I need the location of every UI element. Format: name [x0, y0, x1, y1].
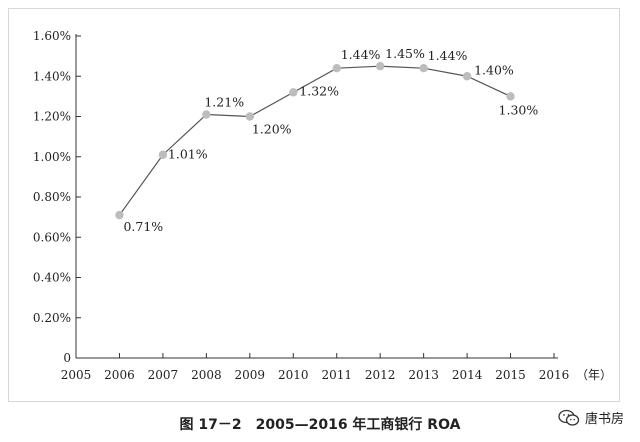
- x-tick-label: 2009: [235, 368, 266, 382]
- y-tick-label: 1.40%: [33, 69, 71, 83]
- x-tick-label: 2006: [104, 368, 135, 382]
- y-tick-label: 1.60%: [33, 29, 71, 43]
- y-tick-label: 1.20%: [33, 110, 71, 124]
- figure-caption: 图 17－2 2005—2016 年工商银行 ROA: [179, 417, 461, 433]
- series-line: [118, 65, 511, 216]
- x-tick-label: 2005: [61, 368, 92, 382]
- x-axis-unit: （年）: [576, 368, 612, 382]
- data-point: [332, 64, 341, 73]
- data-label: 1.20%: [252, 122, 292, 137]
- y-tick-label: 0.20%: [33, 311, 71, 325]
- data-label: 1.40%: [474, 62, 514, 77]
- y-tick-label: 1.00%: [33, 150, 71, 164]
- data-point: [375, 61, 385, 71]
- x-tick-label: 2016: [539, 368, 570, 382]
- data-label: 1.45%: [385, 46, 425, 61]
- data-label: 0.71%: [123, 219, 163, 234]
- data-point: [115, 210, 124, 220]
- data-label: 1.44%: [428, 48, 468, 63]
- data-point: [158, 150, 168, 159]
- watermark: 唐书房: [558, 408, 624, 427]
- data-point: [245, 112, 255, 121]
- x-tick-label: 2008: [191, 368, 222, 382]
- data-point: [506, 92, 515, 101]
- data-point: [289, 88, 298, 97]
- roa-line-chart: 0 0.20% 0.40% 0.60% 0.80% 1.00% 1.20% 1.40% 1.60…: [33, 29, 612, 382]
- y-tick-label: 0.80%: [33, 190, 71, 204]
- y-tick-label: 0: [63, 351, 71, 365]
- data-label: 1.01%: [168, 147, 208, 162]
- data-label: 1.30%: [499, 102, 539, 117]
- x-tick-label: 2007: [148, 368, 179, 382]
- chart-panel: 0 0.20% 0.40% 0.60% 0.80% 1.00% 1.20% 1.40% 1.60…: [8, 8, 620, 402]
- x-tick-label: 2010: [278, 368, 309, 382]
- x-tick-label: 2015: [495, 368, 526, 382]
- wechat-icon: [558, 409, 580, 426]
- data-label: 1.32%: [299, 83, 339, 98]
- x-tick-label: 2014: [452, 368, 483, 382]
- data-point: [419, 64, 428, 73]
- x-tick-label: 2013: [408, 368, 439, 382]
- data-label: 1.21%: [204, 94, 244, 109]
- data-point: [202, 110, 211, 119]
- watermark-text: 唐书房: [584, 412, 624, 427]
- y-tick-label: 0.60%: [33, 230, 71, 244]
- x-tick-label: 2011: [321, 368, 352, 382]
- x-tick-label: 2012: [365, 368, 396, 382]
- data-label: 1.44%: [341, 47, 381, 62]
- y-tick-label: 0.40%: [33, 271, 71, 285]
- data-point: [462, 72, 472, 81]
